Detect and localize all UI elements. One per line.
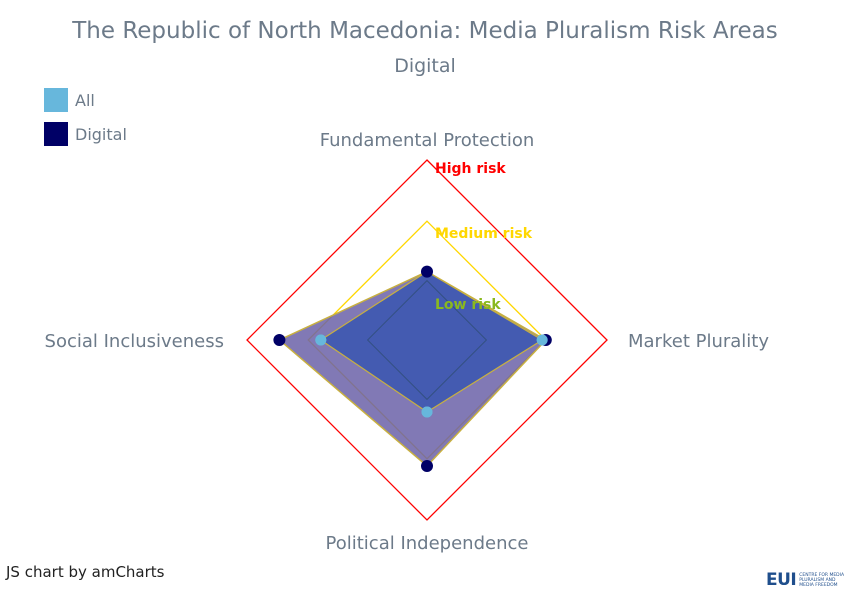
high-risk-band — [246, 159, 608, 521]
axis-label-social-inclusiveness: Social Inclusiveness — [45, 331, 224, 352]
eui-logo: EUI CENTRE FOR MEDIA PLURALISM AND MEDIA… — [766, 569, 849, 591]
medium-risk-band-label: Medium risk — [435, 226, 533, 242]
point-all-top-1 — [536, 334, 548, 346]
amcharts-credit-link[interactable]: JS chart by amCharts — [6, 563, 165, 581]
low-risk-band-overlay — [366, 279, 488, 401]
legend-item-all[interactable]: All — [44, 88, 95, 112]
axis-label-market-plurality: Market Plurality — [628, 331, 769, 352]
legend-swatch-all — [44, 88, 68, 112]
point-digital-2 — [421, 460, 433, 472]
chart-subtitle: Digital — [394, 55, 456, 77]
eui-logo-mark: EUI — [766, 570, 797, 590]
legend-item-digital[interactable]: Digital — [44, 122, 127, 146]
low-risk-band-label: Low risk — [435, 297, 501, 313]
high-risk-band-label: High risk — [435, 161, 506, 177]
point-digital-3 — [273, 334, 286, 346]
point-all-top-3 — [315, 334, 327, 346]
legend-swatch-digital — [44, 122, 68, 146]
legend-label-all: All — [75, 90, 95, 110]
axis-label-political-independence: Political Independence — [326, 533, 529, 554]
eui-logo-text: CENTRE FOR MEDIA PLURALISM AND MEDIA FRE… — [799, 572, 845, 588]
axis-label-fundamental-protection: Fundamental Protection — [320, 130, 535, 151]
point-digital-0 — [421, 265, 433, 278]
legend-label-digital: Digital — [75, 124, 127, 144]
chart-title: The Republic of North Macedonia: Media P… — [72, 18, 778, 44]
point-all-top-2 — [421, 406, 433, 418]
